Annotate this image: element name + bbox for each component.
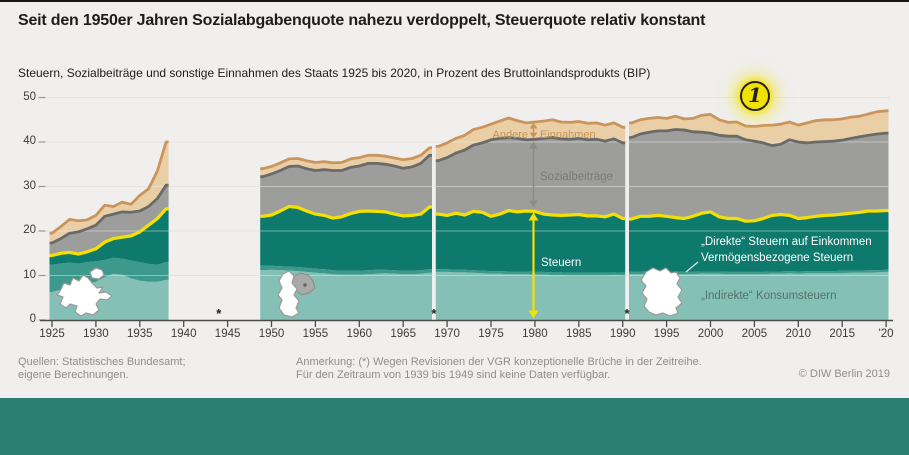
x-axis-label: 2015: [829, 328, 855, 340]
x-axis-label: 1935: [127, 328, 153, 340]
x-axis-label: 2010: [785, 328, 812, 340]
y-axis-label: 40: [23, 135, 36, 147]
svg-text:*: *: [431, 306, 437, 321]
x-axis-label: 1960: [346, 328, 373, 340]
map-westdeutschland-ddr-icon: [277, 270, 316, 318]
x-axis-label: 1970: [434, 328, 460, 340]
top-border: [0, 0, 909, 2]
x-axis-label: 2005: [741, 328, 768, 340]
map-ddr-shape: [290, 272, 316, 296]
sources-note: Quellen: Statistisches Bundesamt; eigene…: [18, 356, 186, 381]
x-axis-label: 1990: [609, 328, 636, 340]
x-axis-label: 1925: [39, 328, 65, 340]
remark-line2: Für den Zeitraum von 1939 bis 1949 sind …: [296, 368, 611, 381]
y-axis-label: 30: [23, 179, 36, 192]
x-axis-label: 1940: [170, 328, 197, 340]
label-steuern: Steuern: [541, 257, 582, 269]
map-deutsches-reich-icon: [56, 267, 113, 317]
label-indirekte-konsumsteuern: „Indirekte“ Konsumsteuern: [701, 290, 837, 302]
copyright-note: © DIW Berlin 2019: [798, 368, 890, 380]
sources-line1: Quellen: Statistisches Bundesamt;: [18, 356, 186, 368]
x-axis-label: 1985: [566, 328, 592, 340]
sources-line2: eigene Berechnungen.: [18, 368, 129, 381]
chart-title: Seit den 1950er Jahren Sozialabgabenquot…: [18, 12, 706, 29]
y-axis-label: 50: [23, 90, 36, 103]
map-berlin-dot: [303, 283, 307, 287]
chart-subtitle: Steuern, Sozialbeiträge und sonstige Ein…: [18, 66, 651, 80]
y-axis-label: 20: [23, 224, 36, 236]
remark-note: Anmerkung: (*) Wegen Revisionen der VGR …: [296, 356, 702, 381]
figure-number-badge: 1: [740, 81, 770, 111]
andere-range-arrow-icon: [529, 122, 538, 139]
x-axis-label: 1955: [302, 328, 329, 340]
y-axis-label: 10: [23, 268, 36, 281]
svg-text:*: *: [624, 306, 630, 321]
x-axis-label: 1995: [653, 328, 680, 340]
x-axis-label: 1965: [390, 328, 416, 340]
remark-line1: Anmerkung: (*) Wegen Revisionen der VGR …: [296, 356, 702, 368]
x-axis-label: 1930: [83, 328, 109, 340]
x-axis-label: 2000: [697, 328, 724, 340]
label-direkte-steuern: „Direkte“ Steuern auf Einkommen: [701, 236, 872, 248]
steuern-range-arrow-icon: [528, 212, 539, 319]
x-axis-label: 1945: [214, 328, 241, 340]
x-axis-label: 1950: [258, 328, 285, 340]
sozialbeitraege-range-arrow-icon: [529, 141, 538, 208]
vermoegen-pointer-line: [685, 261, 699, 273]
label-andere-einnahmen-right: Einnahmen: [540, 129, 596, 141]
x-axis-label: 1975: [478, 328, 504, 340]
svg-text:*: *: [216, 306, 222, 321]
map-brd-shape: [277, 270, 300, 318]
map-deutschland-icon: [640, 267, 683, 317]
label-sozialbeitraege: Sozialbeiträge: [540, 171, 613, 183]
brand-banner: DIWWochenbericht 472019 DIW BERLIN: [0, 398, 909, 455]
label-andere-einnahmen-left: Andere: [492, 129, 528, 141]
x-axis-label: 1980: [522, 328, 548, 340]
label-vermoegensbezogene-steuern: Vermögensbezogene Steuern: [701, 252, 854, 264]
x-axis-label: '20: [878, 328, 894, 340]
y-axis-label: 0: [29, 313, 36, 325]
